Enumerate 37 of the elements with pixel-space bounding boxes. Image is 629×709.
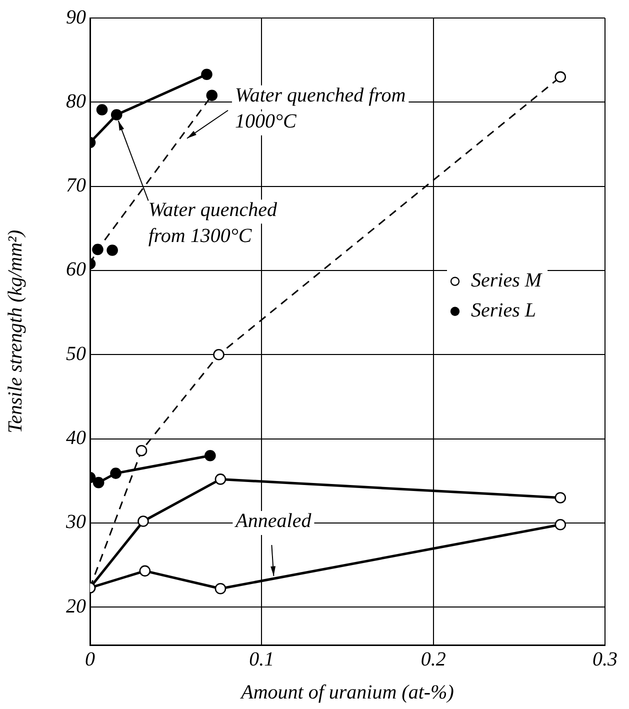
x-tick-label: 0: [85, 648, 95, 670]
point: [110, 109, 122, 120]
x-tick-label: 0.3: [592, 648, 618, 670]
y-tick-label: 90: [66, 6, 86, 28]
point: [204, 450, 216, 462]
point: [138, 516, 149, 527]
annotation: Water quenched from 1300°C: [148, 198, 278, 247]
point: [92, 244, 104, 256]
x-axis-title: Amount of uranium (at-%): [239, 681, 454, 704]
point: [554, 519, 566, 530]
point: [136, 444, 148, 456]
y-tick-label: 40: [66, 427, 86, 450]
y-tick-label: 70: [66, 174, 86, 197]
point: [106, 244, 118, 256]
point: [214, 582, 226, 594]
point: [201, 68, 212, 80]
point: [206, 90, 218, 102]
point: [554, 71, 566, 83]
x-tick-label: 0.2: [420, 648, 446, 670]
point: [96, 104, 108, 116]
point: [92, 476, 104, 488]
y-axis-title: Tensile strength (kg/mm²): [4, 229, 26, 434]
point: [213, 348, 224, 360]
point: [214, 474, 226, 485]
legend-label: Series M: [471, 270, 543, 292]
point: [139, 565, 151, 577]
annotation: Water quenched from 1000°C: [234, 84, 406, 133]
y-tick-label: 30: [65, 511, 86, 534]
x-tick-label: 0.1: [249, 648, 274, 670]
y-tick-label: 20: [66, 595, 86, 618]
y-tick-label: 80: [66, 90, 86, 112]
y-tick-label: 60: [66, 258, 86, 281]
annotation: Annealed: [234, 510, 312, 532]
legend-label: Series L: [471, 300, 536, 322]
point: [554, 492, 566, 504]
point: [110, 468, 122, 479]
y-tick-label: 50: [66, 342, 86, 365]
